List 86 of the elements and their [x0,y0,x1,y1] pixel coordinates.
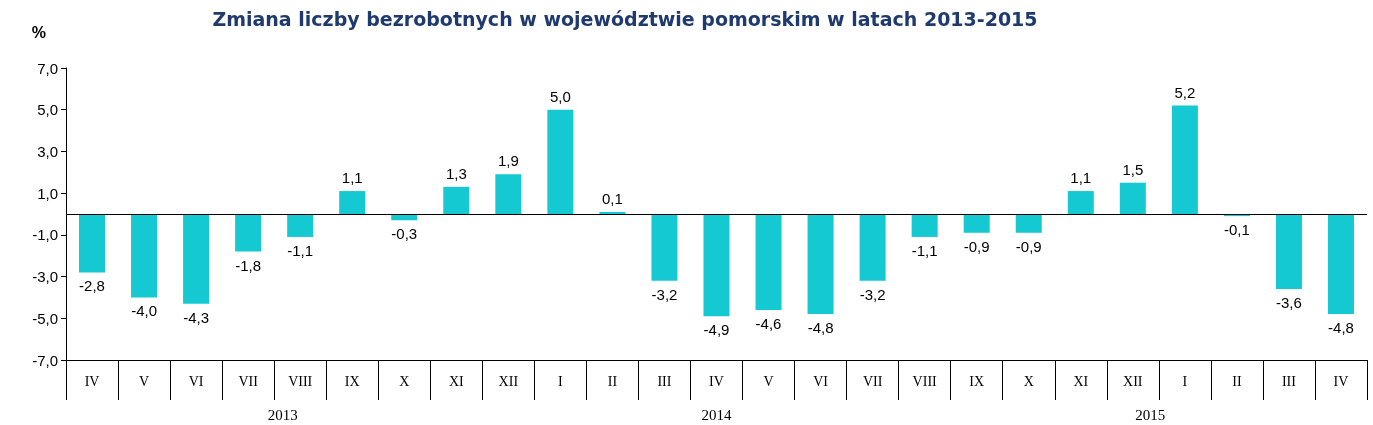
data-label: -4,8 [1328,319,1354,337]
data-label: -0,3 [391,225,418,243]
data-label: -2,8 [79,277,105,295]
bar [1119,182,1146,214]
bar [859,214,886,281]
bar [1327,214,1354,315]
x-tick-label: V [763,373,774,389]
data-label: 1,9 [497,152,519,170]
bar [235,214,262,252]
y-tick-label: -3,0 [32,268,58,286]
x-tick-label: IX [969,373,985,389]
data-label: -4,8 [807,319,834,337]
bar [131,214,158,298]
data-label: 1,3 [445,164,467,182]
bar [807,214,834,315]
x-tick-label: XII [498,373,519,389]
x-tick-label: VII [238,373,259,389]
data-label: -0,9 [963,237,990,255]
x-tick-label: I [558,373,564,389]
data-label: -0,1 [1223,221,1250,239]
x-tick-label: II [607,373,618,389]
bar [651,214,678,281]
data-label: 5,0 [549,87,571,105]
x-tick-label: VIII [912,373,938,389]
x-tick-label: VIII [288,373,313,389]
data-label: -4,3 [183,308,210,326]
bar [79,214,106,273]
data-label: -3,2 [859,285,886,303]
x-tick-label: X [399,373,410,389]
y-tick-label: 3,0 [37,142,58,160]
data-label: -3,6 [1276,294,1302,312]
bar [443,186,470,214]
bar [547,109,574,214]
x-tick-label: XI [448,373,465,389]
data-label: -4,0 [131,302,157,320]
bar [495,174,522,214]
bar [1171,105,1198,214]
chart-title: Zmiana liczby bezrobotnych w województwie pomorskim w latach 2013-2015 [212,7,1038,30]
y-tick-label: -5,0 [32,309,58,327]
bar [703,214,730,317]
bar [1015,214,1042,233]
x-tick-label: IV [709,373,724,389]
x-tick-label: XI [1073,373,1089,389]
x-tick-label: III [1281,373,1297,389]
x-tick-label: VI [813,373,829,389]
bar [1275,214,1302,290]
bar [599,211,626,214]
x-tick-label: II [1232,373,1242,389]
bar [1067,191,1094,214]
data-label: -4,9 [703,321,730,339]
data-label: 1,5 [1122,160,1144,178]
data-label: -1,1 [287,241,314,259]
data-label: 0,1 [601,189,623,207]
bar [963,214,990,233]
x-tick-label: XII [1123,373,1143,389]
bar [755,214,782,310]
data-label: -3,2 [651,285,678,303]
y-tick-label: 7,0 [37,59,58,77]
data-label: 5,2 [1174,83,1196,101]
y-tick-label: 5,0 [37,101,58,119]
text: 2015 [1135,406,1166,423]
data-label: -1,1 [911,241,938,259]
data-label: -0,9 [1015,237,1042,255]
y-tick-label: -7,0 [32,351,58,369]
bar [339,191,366,214]
x-tick-label: IX [344,373,360,389]
x-tick-label: VII [862,373,883,389]
y-tick-label: 1,0 [37,184,58,202]
x-tick-label: V [139,373,150,389]
text: 2014 [701,406,732,423]
bar [183,214,210,304]
x-tick-label: VI [188,373,204,389]
y-tick-label: -1,0 [32,226,58,244]
x-tick-label: IV [84,373,100,389]
text: 2013 [267,406,298,423]
x-tick-label: IV [1333,373,1349,389]
data-label: -1,8 [235,256,262,274]
y-axis-title: % [31,23,46,41]
data-label: 1,1 [1070,169,1092,187]
x-tick-label: III [657,373,672,389]
x-tick-label: I [1182,373,1188,389]
x-tick-label: X [1023,373,1034,389]
bar [911,214,938,237]
data-label: 1,1 [341,169,363,187]
data-label: -4,6 [755,314,782,332]
bar [287,214,314,237]
